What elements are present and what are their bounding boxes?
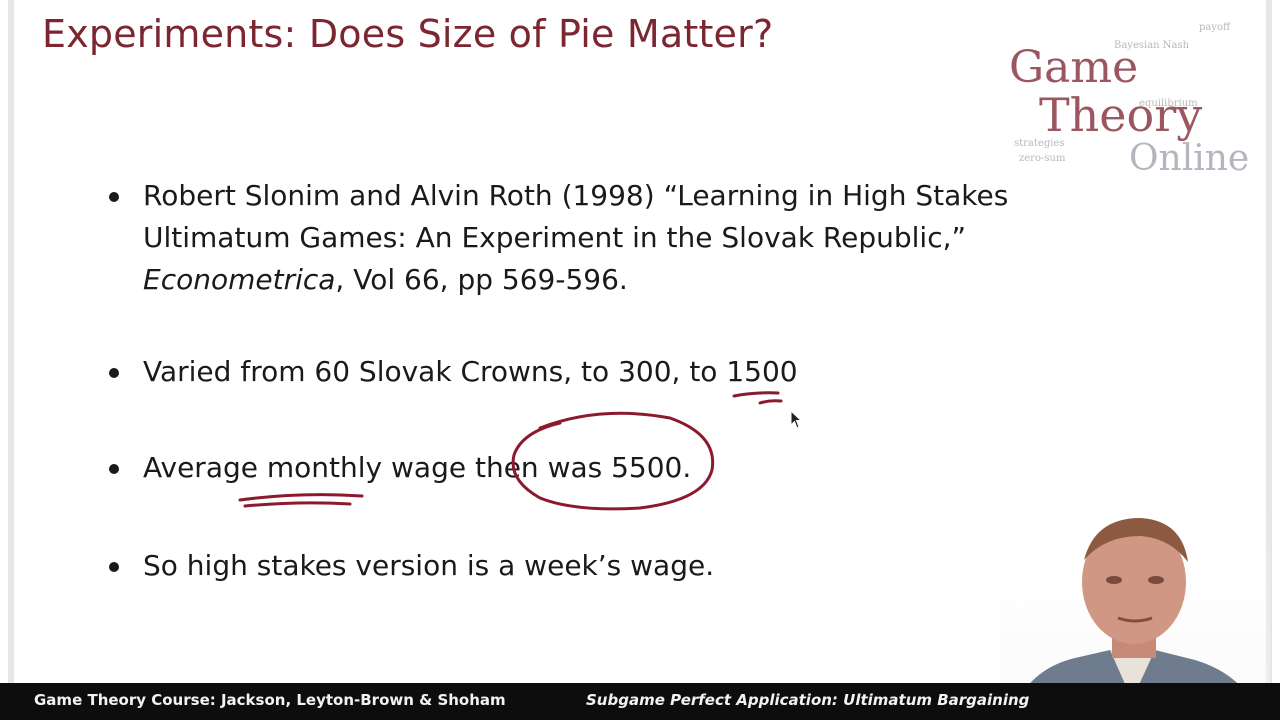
logo-cloud-word: zero-sum	[1019, 153, 1066, 164]
logo-word-online: Online	[1129, 138, 1250, 179]
logo-cloud-word: payoff	[1199, 22, 1231, 33]
footer-lecture-title: Subgame Perfect Application: Ultimatum B…	[586, 691, 1030, 709]
logo-word-game: Game	[1009, 42, 1139, 93]
bullet-dot	[109, 464, 119, 474]
mouse-pointer-icon	[790, 410, 803, 429]
journal-name: Econometrica	[143, 263, 336, 296]
logo-cloud-word: Bayesian Nash	[1114, 40, 1190, 51]
bullet-text: Average monthly wage then was 5500.	[143, 451, 692, 484]
game-theory-online-logo: Bayesian Nash equilibrium strategies zer…	[999, 20, 1259, 190]
bullet-text: Varied from 60 Slovak Crowns, to 300, to…	[143, 355, 798, 388]
bullet-dot	[109, 368, 119, 378]
logo-cloud-word: equilibrium	[1139, 98, 1198, 109]
logo-word-theory: Theory	[1039, 88, 1203, 142]
bullet-text: Robert Slonim and Alvin Roth (1998) “Lea…	[143, 179, 1009, 212]
journal-details: , Vol 66, pp 569-596.	[335, 263, 628, 296]
footer-bar: Game Theory Course: Jackson, Leyton-Brow…	[0, 683, 1280, 720]
bullet-text: Ultimatum Games: An Experiment in the Sl…	[143, 221, 967, 254]
bullet-dot	[109, 562, 119, 572]
bullet-text: So high stakes version is a week’s wage.	[143, 549, 715, 582]
logo-cloud-word: strategies	[1014, 138, 1065, 149]
slide: Experiments: Does Size of Pie Matter? Ba…	[8, 0, 1272, 683]
slide-title: Experiments: Does Size of Pie Matter?	[42, 12, 774, 56]
bullet-dot	[109, 192, 119, 202]
footer-course-credit: Game Theory Course: Jackson, Leyton-Brow…	[34, 691, 506, 709]
